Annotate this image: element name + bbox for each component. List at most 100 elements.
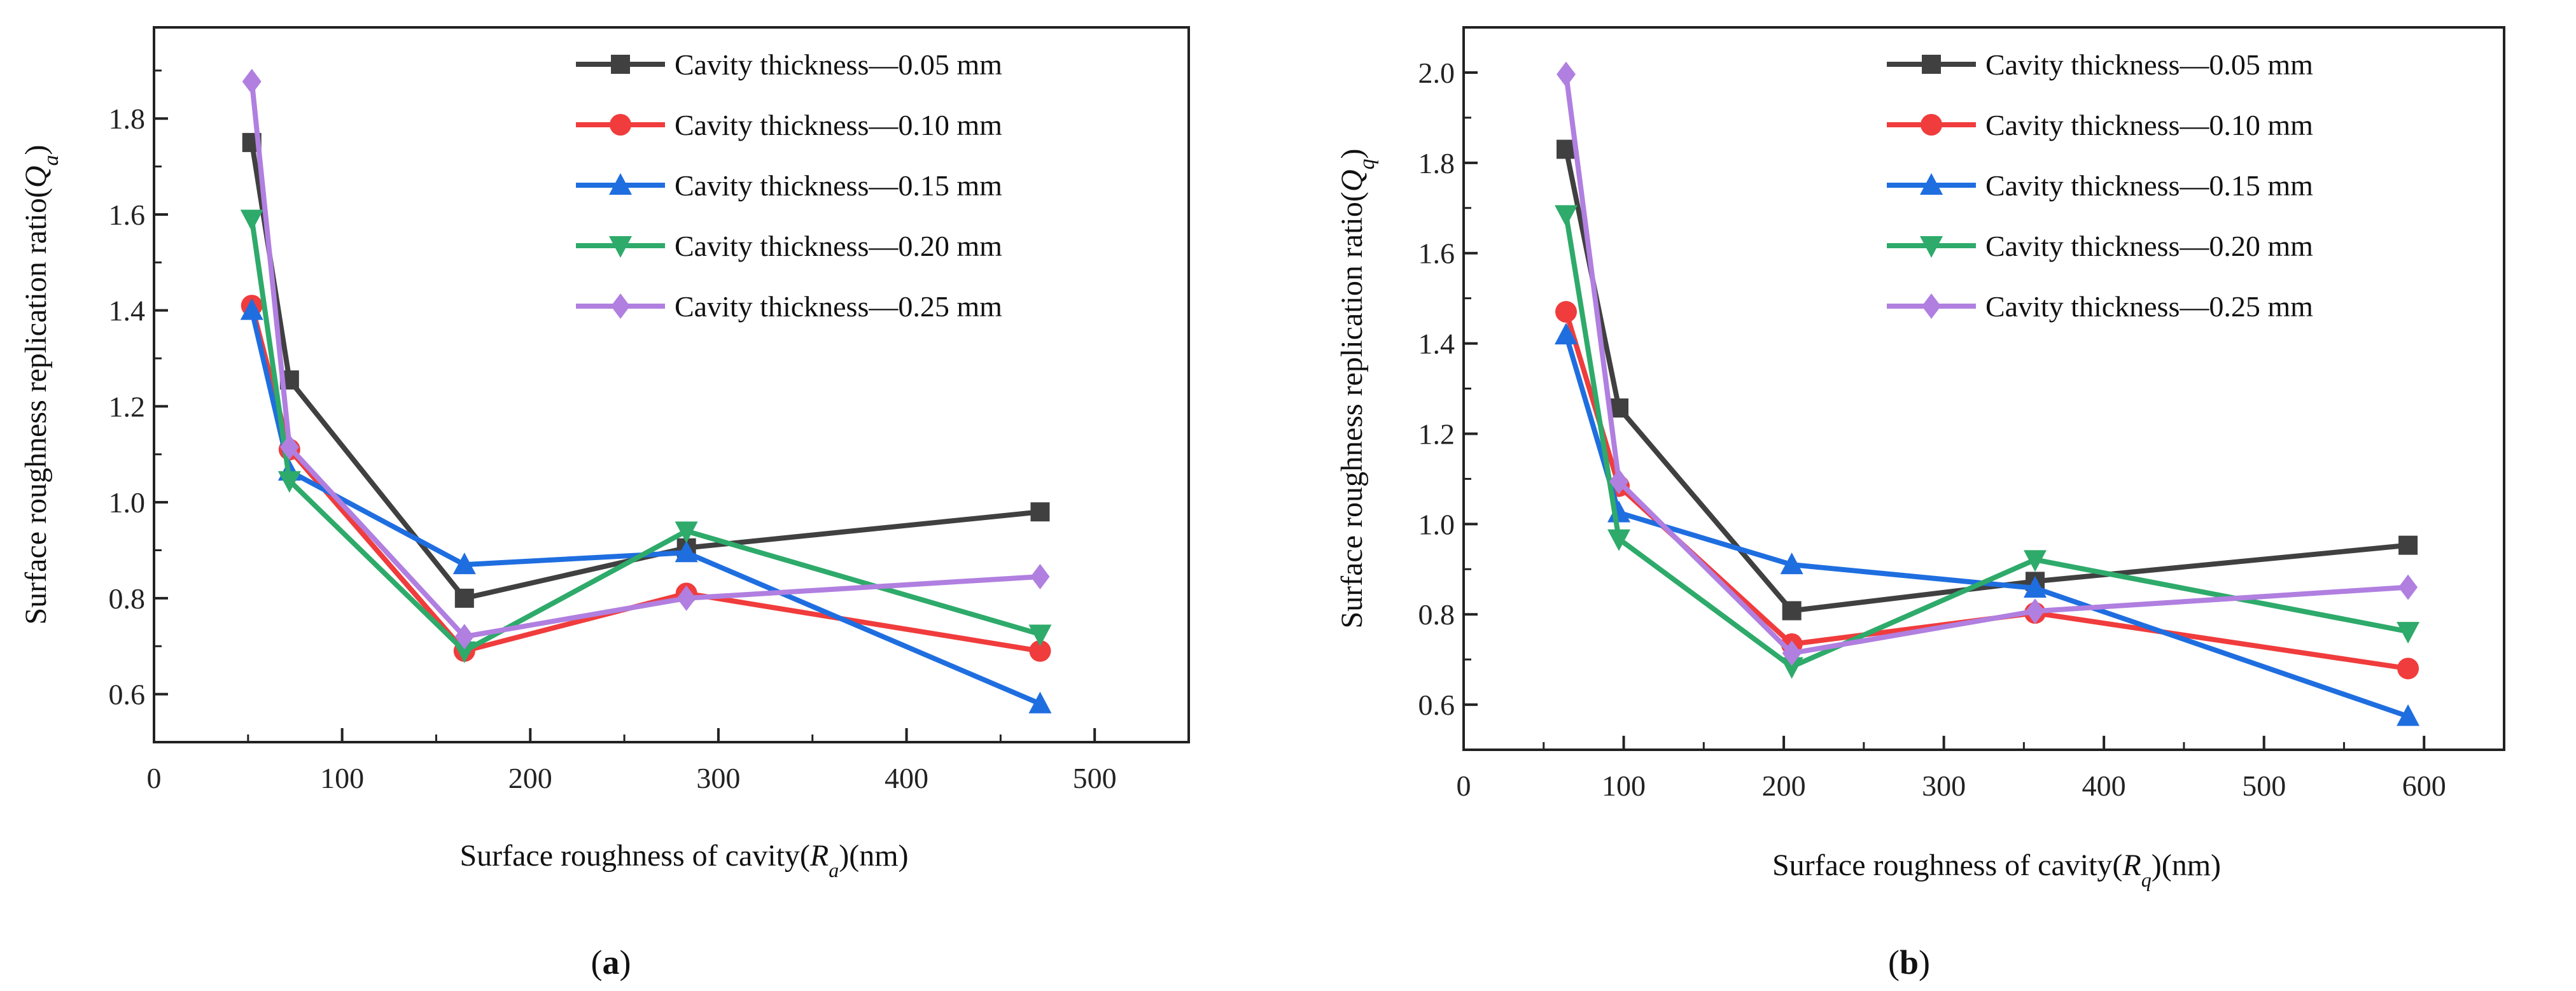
legend-marker	[609, 236, 632, 258]
data-point	[279, 434, 299, 460]
legend-item: Cavity thickness—0.20 mm	[1887, 230, 2313, 262]
y-axis-title-sub: a	[39, 155, 63, 165]
x-axis-title-sub: q	[2141, 868, 2152, 891]
data-point	[2398, 574, 2418, 600]
x-axis-title-pre: Surface roughness of cavity(	[459, 839, 809, 873]
data-point	[1782, 601, 1802, 621]
y-tick-label: 0.8	[1418, 598, 1455, 631]
legend-item: Cavity thickness—0.20 mm	[576, 230, 1002, 262]
x-tick-label: 400	[2082, 770, 2126, 802]
legend-marker	[610, 114, 631, 136]
legend-marker	[1920, 173, 1943, 195]
x-axis-title-var: R	[2122, 848, 2141, 882]
x-tick-label: 500	[2242, 770, 2286, 802]
legend-label: Cavity thickness—0.05 mm	[1985, 48, 2313, 81]
plot-frame	[1462, 26, 2505, 751]
data-point	[452, 552, 476, 575]
y-tick-label: 1.4	[1418, 328, 1455, 360]
data-point	[242, 69, 262, 95]
x-axis-title-sub: a	[829, 859, 839, 882]
caption-paren-close: )	[1919, 943, 1930, 981]
y-tick-label: 1.4	[109, 295, 146, 327]
legend-label: Cavity thickness—0.05 mm	[675, 48, 1002, 81]
x-axis-title: Surface roughness of cavity(Rq)(nm)	[1772, 848, 2221, 891]
x-tick-label: 0	[147, 762, 162, 794]
x-tick-label: 300	[1922, 770, 1966, 802]
x-axis-title: Surface roughness of cavity(Ra)(nm)	[459, 839, 908, 882]
x-tick-label: 100	[320, 762, 364, 794]
data-point	[1607, 529, 1630, 551]
panel-caption: (a)	[591, 943, 631, 981]
y-axis-title-var: Q	[19, 165, 53, 188]
data-point	[1554, 205, 1578, 227]
series-0	[1556, 139, 2418, 621]
data-point	[1782, 640, 1802, 666]
data-point	[1029, 640, 1051, 662]
data-point	[240, 298, 263, 320]
data-point	[2397, 657, 2419, 680]
legend-label: Cavity thickness—0.10 mm	[675, 109, 1002, 141]
x-tick-label: 400	[885, 762, 928, 794]
legend-item: Cavity thickness—0.05 mm	[576, 48, 1002, 81]
caption-paren-open: (	[591, 943, 603, 981]
y-tick-label: 1.6	[109, 199, 146, 231]
data-point	[2397, 622, 2420, 644]
x-tick-label: 500	[1073, 762, 1117, 794]
series-line	[249, 142, 1040, 601]
x-axis-title-post: )(nm)	[2152, 848, 2221, 882]
y-axis-title-pre: Surface roughness replication ratio(	[19, 188, 53, 624]
caption-paren-close: )	[620, 943, 631, 981]
y-tick-label: 1.0	[109, 486, 146, 519]
series-line	[1564, 214, 2409, 670]
legend-marker	[611, 293, 630, 319]
data-point	[277, 471, 301, 493]
x-tick-label: 200	[1762, 770, 1806, 802]
y-axis-title: Surface roughness replication ratio(Qq)	[1335, 148, 1379, 628]
y-axis-title-sub: q	[1355, 158, 1379, 169]
x-axis-title-var: R	[809, 839, 829, 873]
y-axis-title-pre: Surface roughness replication ratio(	[1335, 192, 1369, 628]
x-tick-label: 200	[508, 762, 552, 794]
legend-label: Cavity thickness—0.15 mm	[675, 169, 1002, 202]
data-point	[1030, 563, 1050, 589]
series-2	[1554, 323, 2420, 726]
series-2	[240, 298, 1052, 713]
legend-marker	[609, 173, 632, 195]
data-point	[1555, 300, 1577, 323]
series-line	[249, 309, 1042, 706]
legend-item: Cavity thickness—0.15 mm	[1887, 169, 2313, 202]
x-tick-label: 100	[1602, 770, 1646, 802]
x-axis-title-pre: Surface roughness of cavity(	[1772, 848, 2122, 882]
data-point	[1780, 552, 1803, 575]
panel-caption: (b)	[1888, 943, 1930, 981]
data-point	[1028, 691, 1052, 713]
y-tick-label: 1.8	[1418, 147, 1455, 179]
panel-b: 0 100 200 300 400 500 600 0.6 0.8 1.0 1.2 1.4 1.6 1.8…	[1335, 26, 2505, 981]
panel-a: 0 100 200 300 400 500 0.6 0.8 1.0 1.2 1.4 1.6 1.8 Sur…	[19, 26, 1190, 981]
y-tick-label: 1.2	[1418, 418, 1455, 450]
data-point	[676, 585, 696, 611]
data-point	[1028, 624, 1052, 647]
caption-letter: a	[603, 943, 620, 981]
legend-item: Cavity thickness—0.15 mm	[576, 169, 1002, 202]
series-line	[1564, 74, 2409, 656]
plot-frame	[153, 26, 1190, 743]
y-axis-title-post: )	[19, 144, 53, 155]
y-tick-label: 0.6	[1418, 689, 1455, 721]
legend-label: Cavity thickness—0.20 mm	[1985, 230, 2313, 262]
data-point	[2025, 598, 2045, 624]
data-point	[1609, 468, 1628, 495]
y-tick-label: 1.2	[109, 390, 146, 423]
data-point	[675, 540, 698, 563]
y-tick-label: 1.8	[109, 102, 146, 135]
data-point	[1030, 502, 1050, 522]
legend-item: Cavity thickness—0.25 mm	[576, 290, 1002, 323]
series-line	[1564, 334, 2409, 719]
data-point	[2023, 576, 2047, 598]
legend-marker	[1922, 55, 1941, 74]
series-4	[1556, 61, 2418, 666]
data-point	[454, 588, 474, 608]
legend-marker	[1921, 114, 1942, 136]
legend-item: Cavity thickness—0.25 mm	[1887, 290, 2313, 323]
